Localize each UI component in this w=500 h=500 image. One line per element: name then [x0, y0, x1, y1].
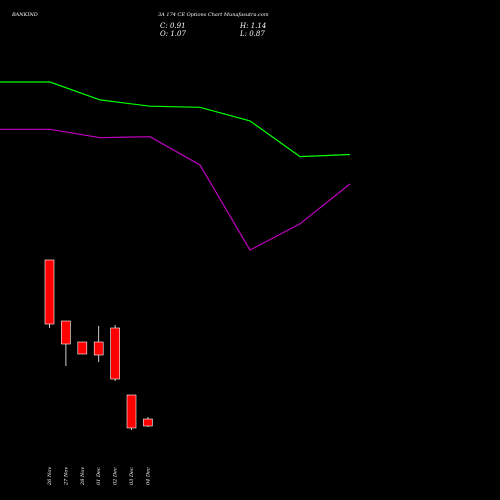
average-line-1 — [0, 81, 351, 158]
candle-body — [44, 259, 55, 325]
candle-body — [61, 320, 71, 345]
close-value: C: 0.91 — [160, 22, 186, 30]
high-value: H: 1.14 — [240, 22, 267, 30]
candle-body — [110, 327, 120, 380]
candle-body — [77, 341, 88, 355]
chart-subtitle: 3A 174 CE Options Chart Munafasutra.com — [158, 12, 269, 18]
average-lines — [0, 81, 351, 251]
x-tick-label: 26 Nov — [47, 467, 53, 486]
candle-body — [143, 418, 153, 427]
x-tick-labels: 26 Nov 27 Nov 28 Nov 01 Dec 02 Dec 03 Dec 04 D… — [47, 467, 151, 486]
x-tick-label: 01 Dec — [96, 467, 102, 485]
x-tick-label: 28 Nov — [80, 467, 86, 486]
x-tick-label: 04 Dec — [145, 467, 151, 485]
chart-symbol: BANKIND — [12, 12, 38, 18]
x-tick-label: 02 Dec — [113, 467, 119, 485]
candle-body — [93, 341, 104, 356]
low-value: L: 0.87 — [240, 30, 265, 38]
x-tick-label: 03 Dec — [129, 467, 135, 485]
average-line-2 — [0, 128, 351, 251]
candles — [44, 259, 153, 430]
open-value: O: 1.07 — [160, 30, 186, 38]
candle-body — [126, 394, 137, 429]
x-tick-label: 27 Nov — [63, 467, 69, 486]
